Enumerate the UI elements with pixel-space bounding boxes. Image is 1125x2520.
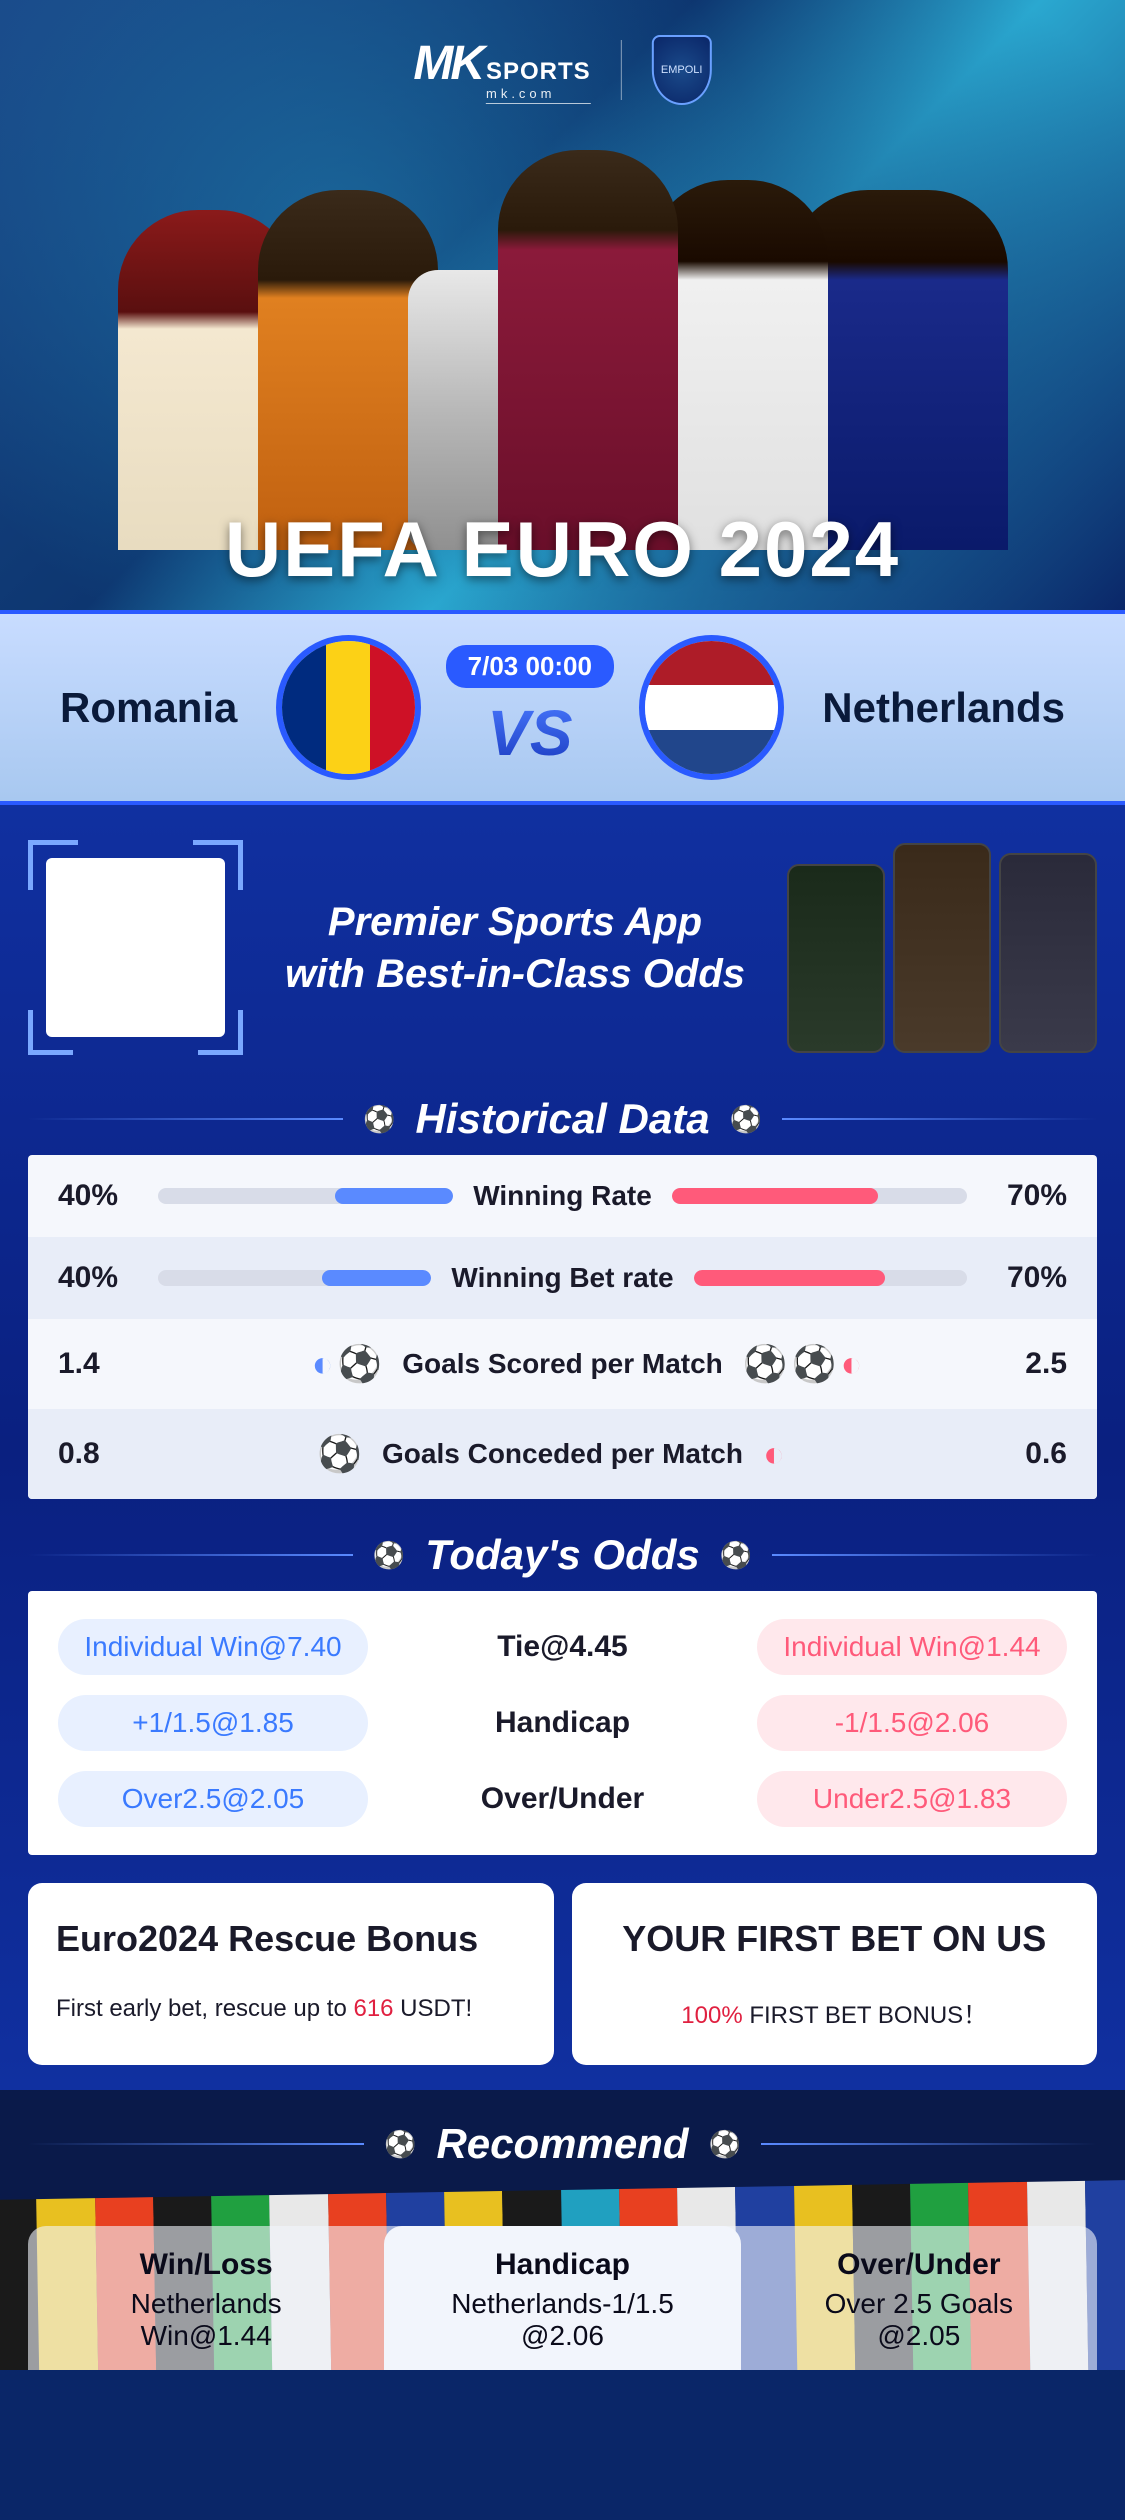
stat-balls-left: ⚽ bbox=[158, 1433, 362, 1475]
phone-mockup bbox=[999, 853, 1097, 1053]
recommend-column[interactable]: Over/Under Over 2.5 Goals@2.05 bbox=[741, 2226, 1097, 2370]
stat-label: Winning Bet rate bbox=[451, 1262, 673, 1294]
flag-netherlands-icon bbox=[639, 635, 784, 780]
soccer-ball-icon: ⚽ bbox=[384, 2129, 416, 2160]
vs-label: VS bbox=[446, 696, 614, 770]
odds-pill-left[interactable]: +1/1.5@1.85 bbox=[58, 1695, 368, 1751]
bonus-card-first-bet[interactable]: YOUR FIRST BET ON US 100% FIRST BET BONU… bbox=[572, 1883, 1098, 2065]
vs-block: 7/03 00:00 VS bbox=[446, 645, 614, 770]
odds-row: Individual Win@7.40 Tie@4.45 Individual Wi… bbox=[58, 1609, 1067, 1685]
recommend-heading: Handicap bbox=[394, 2248, 730, 2282]
premier-tagline: Premier Sports App with Best-in-Class Od… bbox=[263, 896, 767, 1000]
stat-value-left: 0.8 bbox=[58, 1437, 138, 1471]
bonus-row: Euro2024 Rescue Bonus First early bet, r… bbox=[28, 1883, 1097, 2065]
odds-pill-right[interactable]: -1/1.5@2.06 bbox=[757, 1695, 1067, 1751]
section-title: Today's Odds bbox=[425, 1531, 699, 1579]
recommend-heading: Over/Under bbox=[751, 2248, 1087, 2282]
soccer-ball-icon: ⚽ bbox=[373, 1540, 405, 1571]
section-header-historical: ⚽ Historical Data ⚽ bbox=[28, 1095, 1097, 1143]
odds-pill-right[interactable]: Individual Win@1.44 bbox=[757, 1619, 1067, 1675]
main-content: Premier Sports App with Best-in-Class Od… bbox=[0, 805, 1125, 2090]
odds-pill-left[interactable]: Individual Win@7.40 bbox=[58, 1619, 368, 1675]
odds-pill-left[interactable]: Over2.5@2.05 bbox=[58, 1771, 368, 1827]
match-center: 7/03 00:00 VS bbox=[276, 635, 784, 780]
bonus-title: YOUR FIRST BET ON US bbox=[600, 1918, 1070, 1960]
recommend-column[interactable]: Win/Loss NetherlandsWin@1.44 bbox=[28, 2226, 384, 2370]
hero-players bbox=[0, 130, 1125, 550]
stat-value-right: 70% bbox=[987, 1261, 1067, 1295]
stat-value-right: 70% bbox=[987, 1179, 1067, 1213]
odds-label-mid: Tie@4.45 bbox=[497, 1630, 627, 1664]
hero-title: UEFA EURO 2024 bbox=[0, 504, 1125, 595]
stat-bar-right bbox=[672, 1188, 967, 1204]
recommend-column[interactable]: Handicap Netherlands-1/1.5@2.06 bbox=[384, 2226, 740, 2370]
mk-sports-logo: MK SPORTS mk.com bbox=[413, 36, 590, 104]
odds-row: +1/1.5@1.85 Handicap -1/1.5@2.06 bbox=[58, 1685, 1067, 1761]
recommend-row: Win/Loss NetherlandsWin@1.44 Handicap Nethe… bbox=[28, 2226, 1097, 2370]
match-bar: Romania 7/03 00:00 VS Netherlands bbox=[0, 610, 1125, 805]
odds-label-mid: Handicap bbox=[495, 1706, 630, 1740]
phone-mockup bbox=[787, 864, 885, 1053]
phone-mockup bbox=[893, 843, 991, 1053]
recommend-heading: Win/Loss bbox=[38, 2248, 374, 2282]
recommend-line: @2.05 bbox=[751, 2320, 1087, 2352]
stat-bar-right bbox=[694, 1270, 967, 1286]
recommend-line: Win@1.44 bbox=[38, 2320, 374, 2352]
soccer-ball-icon: ⚽ bbox=[363, 1104, 395, 1135]
stat-value-right: 0.6 bbox=[987, 1437, 1067, 1471]
bonus-card-rescue[interactable]: Euro2024 Rescue Bonus First early bet, r… bbox=[28, 1883, 554, 2065]
odds-panel: Individual Win@7.40 Tie@4.45 Individual Wi… bbox=[28, 1591, 1097, 1855]
footer: ⚽ Recommend ⚽ Win/Loss NetherlandsWin@1.4… bbox=[0, 2090, 1125, 2370]
odds-pill-right[interactable]: Under2.5@1.83 bbox=[757, 1771, 1067, 1827]
stat-label: Goals Scored per Match bbox=[402, 1348, 723, 1380]
app-screenshots bbox=[787, 843, 1097, 1053]
soccer-ball-icon: ⚽ bbox=[720, 1540, 752, 1571]
stat-value-right: 2.5 bbox=[987, 1347, 1067, 1381]
team-right-name: Netherlands bbox=[822, 684, 1065, 732]
stat-label: Winning Rate bbox=[473, 1180, 652, 1212]
club-shield-logo: EMPOLI bbox=[652, 35, 712, 105]
stat-value-left: 40% bbox=[58, 1261, 138, 1295]
stat-bar-left bbox=[158, 1188, 453, 1204]
logo-site: mk.com bbox=[486, 86, 591, 101]
stat-balls-right: ⚽⚽◐ bbox=[743, 1343, 967, 1385]
section-title: Recommend bbox=[436, 2120, 688, 2168]
stat-label: Goals Conceded per Match bbox=[382, 1438, 743, 1470]
historical-row: 0.8 ⚽ Goals Conceded per Match ◐ 0.6 bbox=[28, 1409, 1097, 1499]
match-datetime: 7/03 00:00 bbox=[446, 645, 614, 688]
odds-label-mid: Over/Under bbox=[481, 1782, 644, 1816]
recommend-line: Over 2.5 Goals bbox=[751, 2288, 1087, 2320]
player-silhouette bbox=[498, 150, 678, 550]
historical-data-panel: 40% Winning Rate 70% 40% Winning Bet rate 70%… bbox=[28, 1155, 1097, 1499]
soccer-ball-icon: ⚽ bbox=[709, 2129, 741, 2160]
logo-row: MK SPORTS mk.com EMPOLI bbox=[413, 35, 711, 105]
team-left-name: Romania bbox=[60, 684, 237, 732]
recommend-line: @2.06 bbox=[394, 2320, 730, 2352]
stat-balls-right: ◐ bbox=[763, 1433, 967, 1475]
stat-balls-left: ◐⚽ bbox=[158, 1343, 382, 1385]
qr-code-frame[interactable] bbox=[28, 840, 243, 1055]
flag-romania-icon bbox=[276, 635, 421, 780]
stat-value-left: 40% bbox=[58, 1179, 138, 1213]
historical-row: 40% Winning Bet rate 70% bbox=[28, 1237, 1097, 1319]
recommend-line: Netherlands bbox=[38, 2288, 374, 2320]
recommend-line: Netherlands-1/1.5 bbox=[394, 2288, 730, 2320]
logo-sports: SPORTS bbox=[486, 58, 591, 86]
bonus-subtitle: 100% FIRST BET BONUS！ bbox=[600, 1995, 1070, 2030]
bonus-subtitle: First early bet, rescue up to 616 USDT! bbox=[56, 1995, 526, 2023]
premier-row: Premier Sports App with Best-in-Class Od… bbox=[28, 840, 1097, 1055]
section-title: Historical Data bbox=[415, 1095, 709, 1143]
historical-row: 40% Winning Rate 70% bbox=[28, 1155, 1097, 1237]
soccer-ball-icon: ⚽ bbox=[730, 1104, 762, 1135]
hero-banner: MK SPORTS mk.com EMPOLI UEFA EURO 2024 bbox=[0, 0, 1125, 610]
logo-divider bbox=[621, 40, 622, 100]
historical-row: 1.4 ◐⚽ Goals Scored per Match ⚽⚽◐ 2.5 bbox=[28, 1319, 1097, 1409]
odds-row: Over2.5@2.05 Over/Under Under2.5@1.83 bbox=[58, 1761, 1067, 1837]
stat-value-left: 1.4 bbox=[58, 1347, 138, 1381]
section-header-recommend: ⚽ Recommend ⚽ bbox=[28, 2120, 1097, 2168]
logo-mk: MK bbox=[413, 36, 482, 91]
stat-bar-left bbox=[158, 1270, 431, 1286]
bonus-title: Euro2024 Rescue Bonus bbox=[56, 1918, 526, 1960]
section-header-odds: ⚽ Today's Odds ⚽ bbox=[28, 1531, 1097, 1579]
